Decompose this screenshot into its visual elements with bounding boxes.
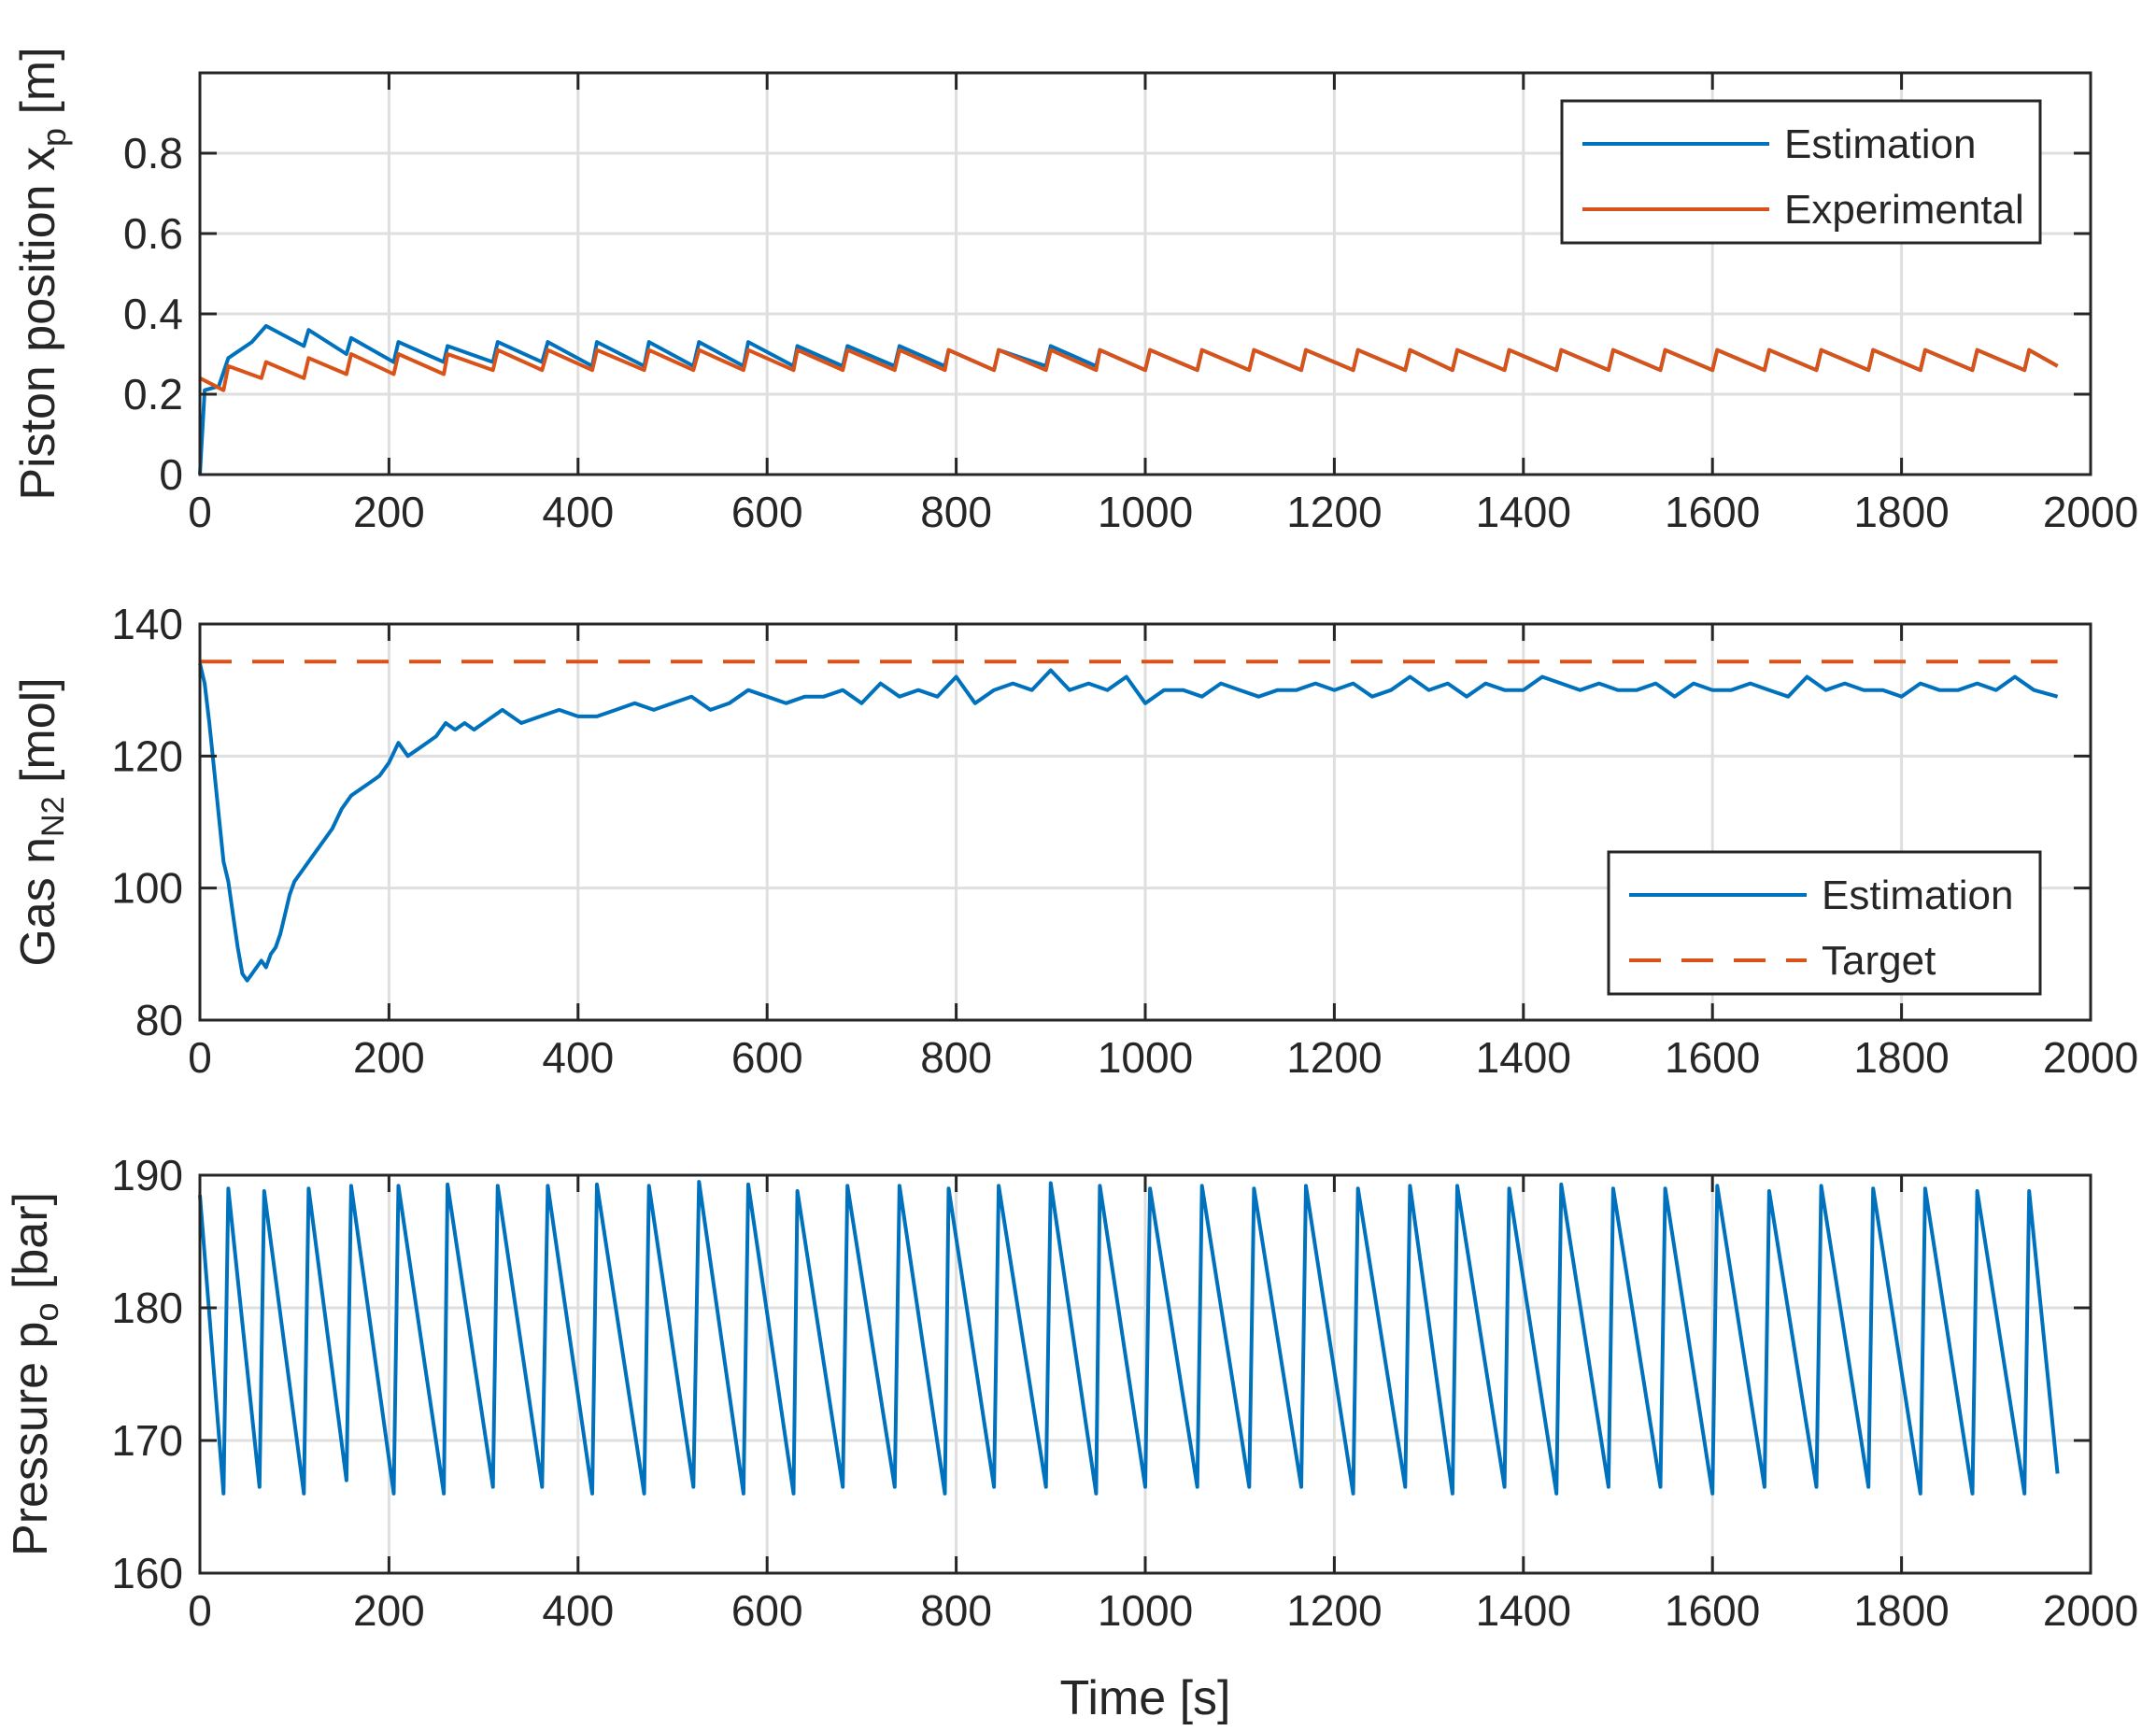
x-tick-label: 200: [353, 1586, 425, 1635]
y-tick-label: 120: [111, 731, 183, 780]
series-estimation-line: [198, 323, 2059, 475]
y-axis-label-subscript: p: [35, 128, 73, 147]
x-tick-label: 600: [731, 1033, 803, 1082]
panel-pressure: 0 200 400 600 800 1000 1200 1400 1600 1800 2000 16…: [4, 1151, 2138, 1725]
y-axis-label-main: Pressure p: [4, 1322, 58, 1556]
series-estimation-line: [198, 662, 2059, 983]
x-ticks: 0 200 400 600 800 1000 1200 1400 1600 1800 2000: [188, 73, 2138, 536]
legend-box: [1607, 850, 2042, 996]
series-pressure-line: [198, 1180, 2060, 1496]
x-tick-label: 1200: [1286, 1033, 1382, 1082]
x-tick-label: 200: [353, 488, 425, 536]
panel-piston-position: 0 200 400 600 800 1000 1200 1400 1600 1800 2000 00…: [11, 47, 2138, 536]
y-axis-label-subscript: N2: [35, 796, 71, 836]
y-tick-label: 160: [111, 1549, 183, 1597]
x-tick-label: 0: [188, 1033, 212, 1082]
x-tick-label: 1800: [1853, 488, 1949, 536]
series-experimental-line: [199, 348, 2059, 392]
x-tick-label: 200: [353, 1033, 425, 1082]
x-tick-label: 800: [920, 1586, 992, 1635]
y-tick-label: 100: [111, 864, 183, 913]
x-tick-label: 1800: [1853, 1033, 1949, 1082]
x-tick-label: 2000: [2043, 488, 2138, 536]
y-tick-label: 180: [111, 1284, 183, 1332]
y-tick-label: 170: [111, 1416, 183, 1465]
x-tick-label: 1000: [1098, 1586, 1193, 1635]
legend-label: Estimation: [1784, 121, 1976, 167]
x-tick-label: 400: [542, 488, 614, 536]
series-lines: [198, 660, 2059, 983]
y-ticks: 0 0.2 0.4 0.6 0.8: [123, 129, 2091, 499]
y-ticks: 80 100 120 140: [111, 600, 2091, 1044]
y-tick-label: 0.8: [123, 129, 183, 177]
x-tick-label: 1600: [1665, 1033, 1760, 1082]
legend: Estimation Target: [1607, 850, 2042, 996]
y-axis-label-unit: [mol]: [11, 677, 65, 796]
y-tick-label: 0.2: [123, 370, 183, 419]
y-axis-label: Gas nN2 [mol]: [11, 677, 71, 966]
x-tick-label: 1600: [1665, 488, 1760, 536]
x-tick-label: 800: [920, 488, 992, 536]
x-axis-label: Time [s]: [1060, 1671, 1231, 1725]
y-tick-label: 80: [135, 996, 183, 1044]
x-tick-label: 800: [920, 1033, 992, 1082]
y-tick-label: 140: [111, 600, 183, 648]
series-lines: [198, 1180, 2060, 1496]
x-tick-label: 1200: [1286, 488, 1382, 536]
legend-label: Estimation: [1822, 873, 2013, 918]
x-tick-label: 1000: [1098, 1033, 1193, 1082]
x-tick-label: 1400: [1476, 1033, 1571, 1082]
legend-box: [1560, 99, 2042, 245]
x-tick-label: 1400: [1476, 1586, 1571, 1635]
y-axis-label: Piston position xp [m]: [11, 47, 73, 500]
y-axis-label-unit: [bar]: [4, 1192, 58, 1303]
legend-label: Target: [1822, 938, 1936, 984]
x-tick-label: 1200: [1286, 1586, 1382, 1635]
x-tick-label: 400: [542, 1586, 614, 1635]
y-axis-label-unit: [m]: [11, 47, 65, 128]
x-tick-label: 600: [731, 488, 803, 536]
x-tick-label: 2000: [2043, 1033, 2138, 1082]
y-axis-label-main: Piston position x: [11, 147, 65, 501]
x-ticks: 0 200 400 600 800 1000 1200 1400 1600 1800 2000: [188, 1175, 2138, 1635]
x-tick-label: 0: [188, 488, 212, 536]
legend-label: Experimental: [1784, 187, 2024, 233]
x-tick-label: 1400: [1476, 488, 1571, 536]
y-tick-label: 190: [111, 1151, 183, 1199]
x-tick-label: 0: [188, 1586, 212, 1635]
x-tick-label: 600: [731, 1586, 803, 1635]
y-tick-label: 0.4: [123, 290, 183, 338]
legend: Estimation Experimental: [1560, 99, 2042, 245]
y-ticks: 160 170 180 190: [111, 1151, 2091, 1597]
x-tick-label: 1600: [1665, 1586, 1760, 1635]
y-axis-label-subscript: o: [27, 1303, 65, 1322]
y-tick-label: 0.6: [123, 209, 183, 258]
y-axis-label: Pressure po [bar]: [4, 1192, 65, 1556]
panel-gas-moles: 0 200 400 600 800 1000 1200 1400 1600 1800 2000 80…: [11, 600, 2138, 1082]
x-tick-label: 1800: [1853, 1586, 1949, 1635]
x-tick-label: 400: [542, 1033, 614, 1082]
x-tick-label: 2000: [2043, 1586, 2138, 1635]
y-tick-label: 0: [159, 450, 183, 499]
x-ticks: 0 200 400 600 800 1000 1200 1400 1600 1800 2000: [188, 624, 2138, 1082]
y-axis-label-main: Gas n: [11, 837, 65, 967]
series-lines: [198, 323, 2059, 475]
x-tick-label: 1000: [1098, 488, 1193, 536]
